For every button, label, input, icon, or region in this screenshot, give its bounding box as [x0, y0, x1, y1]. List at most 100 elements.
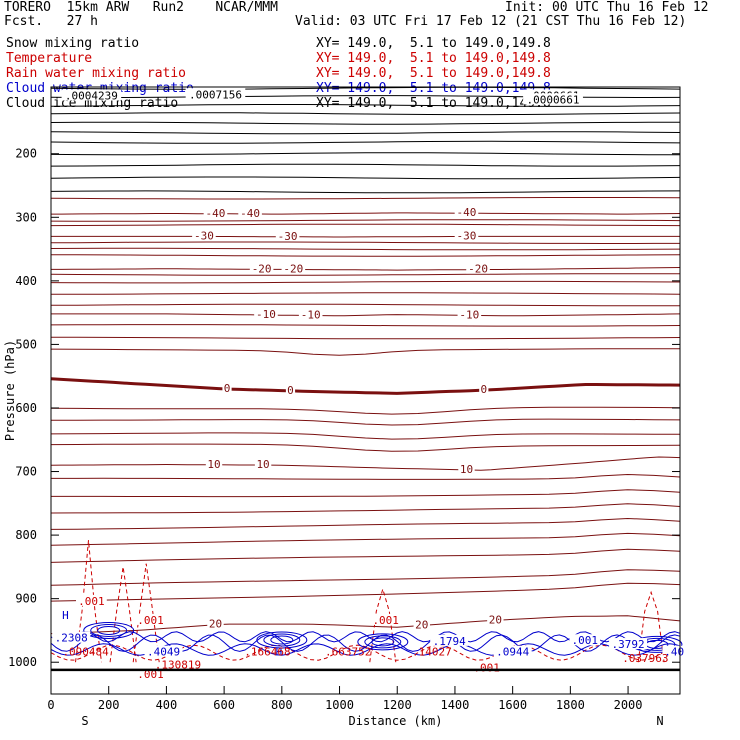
max-value-label: .663752 — [325, 646, 371, 659]
temperature-isoline — [50, 280, 681, 284]
x-axis-label: Distance (km) — [349, 714, 443, 728]
cloud-label-bg — [144, 645, 183, 657]
max-value-label: .090484 — [62, 646, 109, 659]
legend-snow-xy: XY= 149.0, 5.1 to 149.0,149.8 — [316, 36, 551, 51]
temperature-isoline — [50, 443, 681, 452]
legend-rain-xy: XY= 149.0, 5.1 to 149.0,149.8 — [316, 66, 551, 81]
snow-isoline — [50, 95, 681, 99]
temperature-isoline — [51, 418, 681, 426]
temperature-label: 10 — [460, 463, 473, 476]
temperature-label-bg — [205, 457, 223, 469]
snow-isoline — [50, 190, 681, 194]
temperature-label: -30 — [194, 229, 214, 242]
temperature-contour — [51, 212, 681, 215]
cloud-label: .0944 — [496, 646, 529, 659]
y-tick-label: 500 — [15, 337, 37, 351]
y-tick-label: 800 — [15, 528, 37, 542]
temperature-label-bg — [192, 229, 216, 241]
cloud-label: .001 — [572, 634, 599, 647]
rain-label: .001 — [473, 662, 500, 675]
cloud-label: .1794 — [433, 635, 466, 648]
temperature-label-bg — [275, 229, 300, 241]
temperature-isoline — [51, 473, 681, 480]
x-tick-label: 800 — [271, 698, 293, 712]
max-value-label: .130819 — [155, 658, 201, 671]
temperature-label: -10 — [459, 308, 479, 321]
cloud-label: .4049 — [147, 646, 180, 659]
cloud-label-bg — [609, 638, 648, 650]
rain-label: .001 — [78, 595, 105, 608]
temperature-label: -40 — [457, 206, 477, 219]
temperature-isoline — [50, 503, 681, 514]
rain-label: .001 — [137, 614, 164, 627]
temperature-label-bg — [222, 381, 232, 393]
y-tick-label: 900 — [15, 592, 37, 606]
cloud-label: .3792 — [612, 638, 645, 651]
temperature-isoline — [51, 489, 681, 498]
temperature-isoline — [50, 247, 681, 251]
cloud-label: H — [276, 646, 283, 659]
temperature-label-bg — [479, 383, 489, 395]
cloud-cell — [263, 633, 301, 647]
x-tick-label: 200 — [98, 698, 120, 712]
temperature-label: -20 — [252, 262, 272, 275]
temperature-label: -10 — [256, 308, 276, 321]
x-tick-label: 1400 — [440, 698, 469, 712]
temperature-label-bg — [413, 618, 430, 630]
cloud-cell — [364, 635, 402, 649]
x-tick-label: 400 — [156, 698, 178, 712]
temperature-isoline — [50, 324, 681, 327]
snow-contours — [50, 86, 681, 194]
plot-frame — [50, 86, 681, 695]
south-label: S — [81, 714, 88, 728]
temperature-label: 10 — [256, 458, 269, 471]
cloud-cell — [97, 625, 121, 635]
temperature-isoline — [51, 292, 681, 295]
temperature-isoline — [50, 569, 681, 586]
rain-label-bg — [370, 613, 402, 625]
rain-label-bg — [135, 667, 166, 679]
temperature-label-bg — [487, 613, 504, 625]
x-tick-label: 600 — [213, 698, 235, 712]
rain-contour — [637, 590, 665, 663]
temperature-label: 0 — [224, 382, 231, 395]
temperature-label: 20 — [415, 618, 428, 631]
temperature-label: -40 — [240, 207, 260, 220]
temperature-isoline — [50, 348, 681, 356]
temperature-label-bg — [254, 308, 278, 320]
temperature-label-bg — [238, 206, 262, 218]
temperature-isoline — [50, 406, 681, 415]
temperature-contour — [50, 377, 681, 395]
y-tick-label: 600 — [15, 401, 37, 415]
cloud-label-bg — [430, 634, 469, 646]
temperature-label-bg — [457, 308, 482, 320]
temperature-isoline — [50, 432, 680, 440]
temperature-label: -30 — [457, 229, 477, 242]
temperature-label: -10 — [301, 308, 321, 321]
legend-temperature-xy: XY= 149.0, 5.1 to 149.0,149.8 — [316, 51, 551, 66]
temperature-label-bg — [203, 206, 228, 218]
y-axis-label: Pressure (hPa) — [3, 340, 17, 441]
contour-labels: -40 -40 -40 -30 -30 -30 -20 -20 -20 -10 -10 -10 0 0 0 1… — [52, 88, 687, 681]
rain-contour — [132, 563, 160, 663]
max-value-label: .14027 — [412, 646, 452, 659]
cloud-cell — [357, 633, 409, 651]
temperature-isoline — [50, 548, 681, 563]
temperature-label: -20 — [283, 262, 303, 275]
north-label: N — [656, 714, 663, 728]
valid-time: Valid: 03 UTC Fri 17 Feb 12 (21 CST Thu … — [295, 14, 687, 29]
temperature-label-bg — [466, 262, 490, 274]
rain-label: .001 — [372, 614, 399, 627]
snow-isoline — [50, 131, 681, 135]
forecast-hour: Fcst. 27 h — [4, 14, 98, 29]
temperature-label: -20 — [468, 263, 488, 276]
temperature-label-bg — [249, 262, 274, 274]
temperature-isoline — [50, 254, 681, 257]
temperature-label-bg — [207, 617, 224, 629]
legend-cloud-water-xy: XY= 149.0, 5.1 to 149.0,149.8 — [316, 81, 551, 96]
temperature-contour — [50, 615, 681, 635]
x-tick-label: 1200 — [383, 698, 412, 712]
temperature-contour — [51, 313, 681, 317]
